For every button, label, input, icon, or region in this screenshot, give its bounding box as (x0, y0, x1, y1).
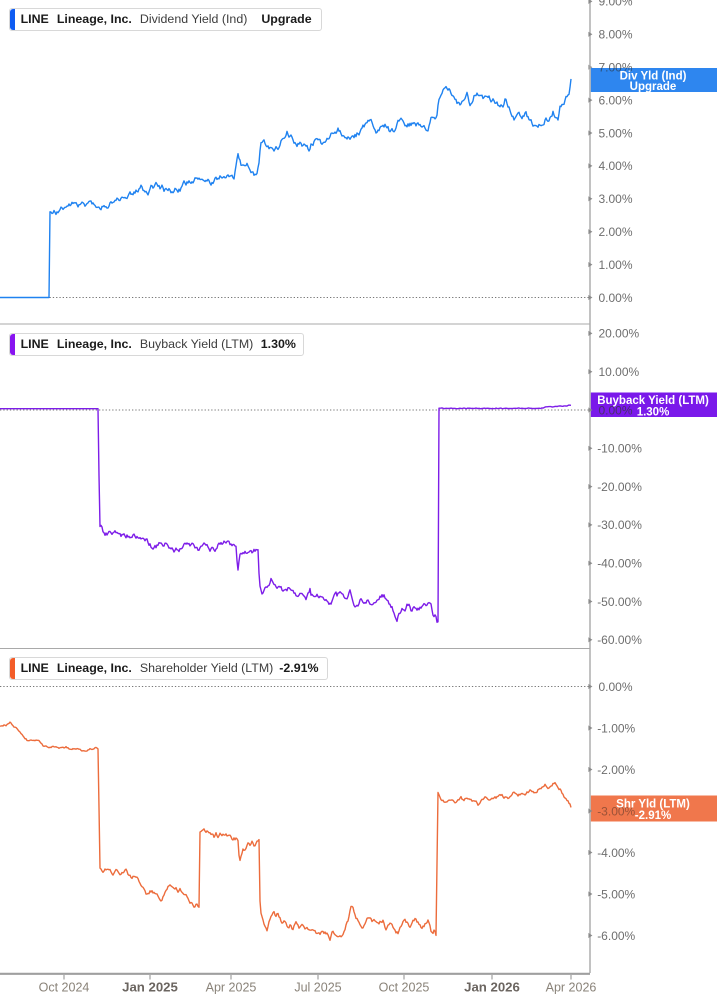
svg-text:20.00%: 20.00% (599, 327, 640, 341)
svg-text:Jan 2026: Jan 2026 (464, 980, 520, 995)
svg-text:8.00%: 8.00% (599, 28, 633, 42)
svg-text:5.00%: 5.00% (599, 126, 633, 140)
svg-text:-30.00%: -30.00% (597, 518, 642, 532)
svg-text:Apr 2025: Apr 2025 (206, 981, 257, 995)
svg-text:1.30%: 1.30% (637, 407, 670, 419)
svg-text:-50.00%: -50.00% (597, 595, 642, 609)
svg-text:0.00%: 0.00% (599, 291, 633, 305)
svg-text:-4.00%: -4.00% (597, 846, 635, 860)
svg-text:6.00%: 6.00% (599, 93, 633, 107)
svg-text:9.00%: 9.00% (599, 0, 633, 9)
svg-text:-2.91%: -2.91% (635, 810, 671, 822)
svg-text:-40.00%: -40.00% (597, 557, 642, 571)
svg-text:-20.00%: -20.00% (597, 480, 642, 494)
svg-text:2.00%: 2.00% (599, 225, 633, 239)
svg-text:Oct 2025: Oct 2025 (379, 981, 430, 995)
svg-text:1.00%: 1.00% (599, 258, 633, 272)
svg-text:Buyback Yield (LTM): Buyback Yield (LTM) (597, 395, 709, 407)
svg-text:-5.00%: -5.00% (597, 887, 635, 901)
svg-text:Apr 2026: Apr 2026 (546, 981, 597, 995)
svg-text:7.00%: 7.00% (599, 61, 633, 75)
svg-text:0.00%: 0.00% (599, 680, 633, 694)
svg-text:Jan 2025: Jan 2025 (122, 980, 178, 995)
svg-text:-2.00%: -2.00% (597, 763, 635, 777)
svg-text:Upgrade: Upgrade (630, 81, 677, 93)
svg-text:-1.00%: -1.00% (597, 721, 635, 735)
svg-text:3.00%: 3.00% (599, 192, 633, 206)
svg-text:-3.00%: -3.00% (597, 804, 635, 818)
svg-text:4.00%: 4.00% (599, 159, 633, 173)
svg-text:-6.00%: -6.00% (597, 929, 635, 943)
svg-text:10.00%: 10.00% (599, 365, 640, 379)
svg-text:-10.00%: -10.00% (597, 442, 642, 456)
svg-text:0.00%: 0.00% (599, 403, 633, 417)
svg-text:Jul 2025: Jul 2025 (294, 981, 341, 995)
svg-text:Div Yld (Ind): Div Yld (Ind) (620, 71, 687, 83)
svg-text:Oct 2024: Oct 2024 (39, 981, 90, 995)
svg-text:Shr Yld (LTM): Shr Yld (LTM) (616, 799, 690, 811)
svg-text:-60.00%: -60.00% (597, 633, 642, 647)
